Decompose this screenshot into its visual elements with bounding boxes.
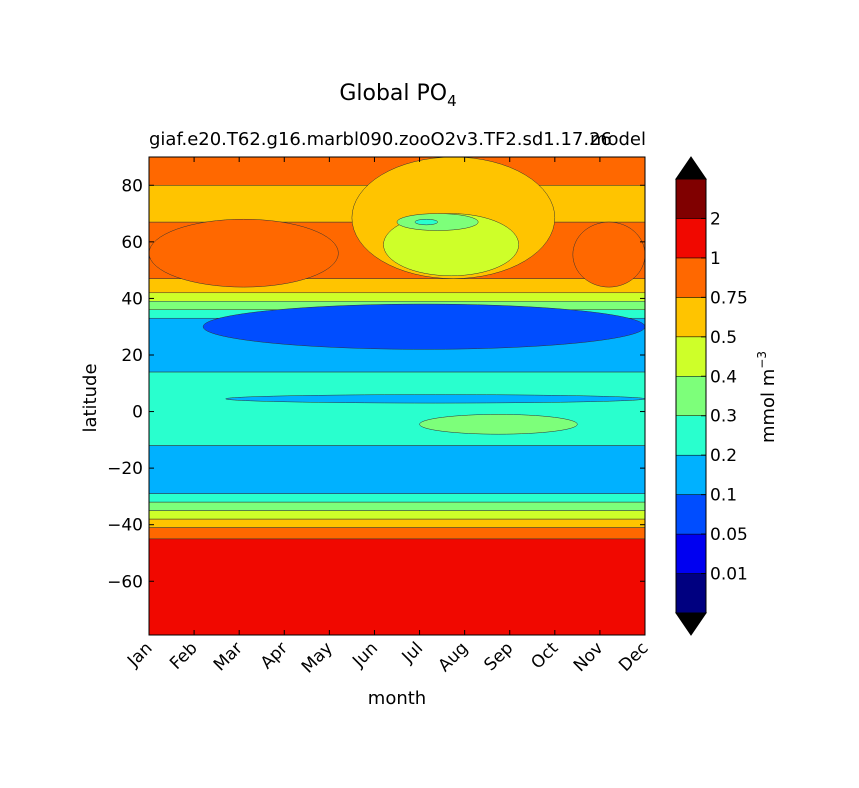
y-tick-label: −20 [107,459,143,479]
y-tick-label: 20 [121,346,143,366]
colorbar-tick-label: 0.5 [710,328,737,348]
chart-title-subscript: 4 [447,92,457,110]
x-tick-label: Sep [480,638,517,675]
colorbar-label: mmol m−3 [755,351,779,443]
contour-band-5 [149,493,645,503]
y-tick-label: 40 [121,289,143,309]
contour-plot-area: 80 60 40 20 0 −20 −40 −60 Jan Feb Mar Apr May Jun Jul… [107,156,653,677]
contour-region-north-orange-early [149,218,339,288]
contour-band-1 [149,527,645,540]
colorbar-tick-label: 1 [710,249,721,269]
chart-subtitle-right: model [590,129,646,150]
contour-region-equatorial-green [419,414,578,435]
colorbar-extend-bottom [675,612,707,636]
colorbar-label-superscript: −3 [755,351,769,369]
colorbar-tick-label: 0.4 [710,367,737,387]
y-tick-label: −60 [107,572,143,592]
colorbar-tick-label: 0.3 [710,407,737,427]
colorbar-swatch [675,218,707,259]
y-tick-label: −40 [107,516,143,536]
contour-band-11 [149,292,645,302]
colorbar-swatch [675,573,707,614]
chart-title: Global PO4 [339,81,456,110]
y-axis-label: latitude [80,363,101,432]
chart-subtitle-left: giaf.e20.T62.g16.marbl090.zooO2v3.TF2.sd… [149,129,612,150]
colorbar-extend-top [675,156,707,180]
x-tick-label: Aug [435,638,473,676]
contour-region-equatorial-band [225,394,645,404]
x-tick-label: Jan [123,638,156,671]
colorbar-tick-label: 0.75 [710,288,748,308]
y-tick-label: 80 [121,176,143,196]
colorbar-swatch [675,454,707,495]
colorbar-swatch [675,376,707,416]
colorbar-swatch [675,257,707,298]
colorbar-tick-label: 0.1 [710,486,737,506]
colorbar-swatch [675,178,707,219]
x-tick-label: Oct [527,638,562,673]
x-tick-label: Nov [570,638,608,676]
colorbar-tick-label: 2 [710,209,721,229]
x-tick-label: Dec [615,638,652,675]
contour-band-7 [149,371,645,446]
colorbar-swatch [675,297,707,338]
colorbar-swatch [675,415,707,456]
x-tick-label: Feb [166,638,201,673]
colorbar-swatch [675,494,707,535]
x-tick-label: May [298,638,337,677]
contour-band-3 [149,510,645,520]
colorbar-tick-label: 0.05 [710,525,748,545]
plot-frame [148,156,646,636]
contour-region-subtropical-north-low [202,303,645,350]
contour-band-2 [149,518,645,528]
colorbar-swatch [675,533,707,574]
x-tick-label: Apr [257,638,292,673]
y-tick-label: 60 [121,233,143,253]
x-tick-label: Jun [348,638,382,672]
x-tick-label: Jul [398,638,427,667]
colorbar-frame [675,178,707,614]
contour-region-north-orange-late [572,221,645,288]
colorbar-swatch [675,336,707,377]
contour-band-4 [149,501,645,511]
x-axis-label: month [368,688,426,709]
x-tick-label: Mar [210,638,247,675]
colorbar: 0.01 0.05 0.1 0.2 0.3 0.4 0.5 0.75 1 2 [675,156,748,636]
contour-band-6 [149,445,645,494]
contour-region-arctic-teal-spot [414,218,438,226]
colorbar-tick-label: 0.2 [710,446,737,466]
y-tick-label: 0 [132,403,143,423]
colorbar-tick-label: 0.01 [710,565,748,585]
contour-band-0 [149,538,645,635]
